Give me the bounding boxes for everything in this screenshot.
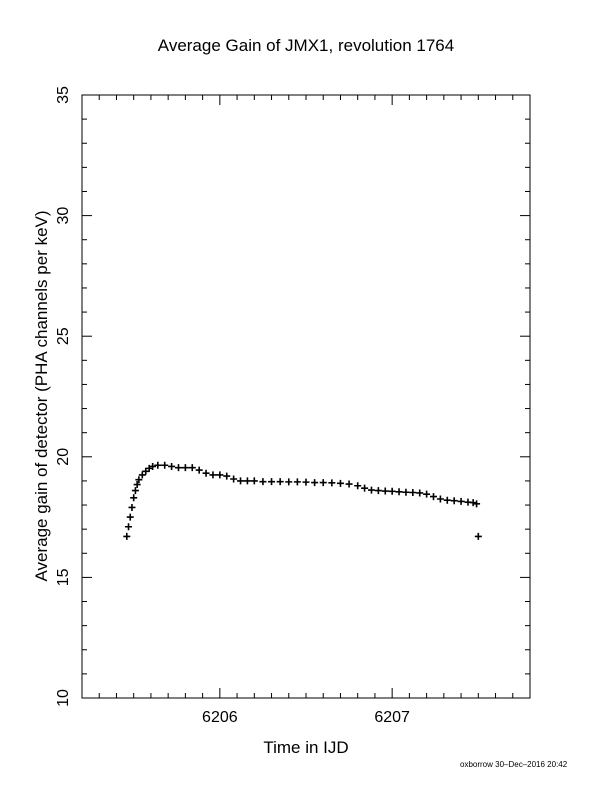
x-axis-label: Time in IJD bbox=[263, 738, 349, 757]
data-point bbox=[135, 476, 143, 484]
data-point bbox=[250, 477, 258, 485]
data-point bbox=[154, 461, 162, 469]
data-point bbox=[361, 484, 369, 492]
y-tick-label: 10 bbox=[55, 689, 72, 707]
data-point bbox=[367, 486, 375, 494]
data-point bbox=[237, 477, 245, 485]
y-axis-label: Average gain of detector (PHA channels p… bbox=[32, 210, 51, 582]
data-point bbox=[168, 462, 176, 470]
footer-stamp: oxborrow 30–Dec–2016 20:42 bbox=[460, 760, 568, 769]
data-point bbox=[209, 471, 217, 479]
data-point bbox=[469, 499, 477, 507]
data-point bbox=[202, 469, 210, 477]
data-point bbox=[457, 497, 465, 505]
data-point bbox=[276, 478, 284, 486]
plot-frame bbox=[81, 94, 531, 699]
data-point bbox=[126, 513, 134, 521]
data-point bbox=[430, 493, 438, 501]
data-point bbox=[128, 503, 136, 511]
data-point bbox=[302, 478, 310, 486]
data-point bbox=[354, 482, 362, 490]
data-point bbox=[125, 523, 133, 531]
data-point bbox=[336, 479, 344, 487]
x-tick-label: 6207 bbox=[374, 709, 410, 726]
y-tick-label: 25 bbox=[55, 327, 72, 345]
data-point bbox=[243, 477, 251, 485]
data-point bbox=[174, 464, 182, 472]
data-point bbox=[381, 487, 389, 495]
data-point bbox=[409, 488, 417, 496]
data-point bbox=[138, 471, 146, 479]
data-point bbox=[285, 478, 293, 486]
y-tick-label: 30 bbox=[55, 207, 72, 225]
data-point bbox=[395, 488, 403, 496]
data-point bbox=[423, 490, 431, 498]
data-point bbox=[474, 532, 482, 540]
data-point bbox=[443, 496, 451, 504]
data-point bbox=[149, 462, 157, 470]
data-point bbox=[416, 489, 424, 497]
data-point bbox=[268, 478, 276, 486]
y-tick-label: 15 bbox=[55, 568, 72, 586]
data-point bbox=[123, 532, 131, 540]
x-tick-label: 6206 bbox=[202, 709, 238, 726]
data-point bbox=[230, 475, 238, 483]
y-tick-label: 20 bbox=[55, 448, 72, 466]
data-point bbox=[195, 466, 203, 474]
data-point bbox=[216, 471, 224, 479]
data-point bbox=[311, 479, 319, 487]
data-point bbox=[473, 500, 481, 508]
data-point bbox=[450, 497, 458, 505]
data-point bbox=[133, 481, 141, 489]
data-point bbox=[328, 479, 336, 487]
data-point bbox=[319, 479, 327, 487]
data-point bbox=[259, 478, 267, 486]
data-point bbox=[130, 494, 138, 502]
data-point bbox=[436, 495, 444, 503]
data-point bbox=[223, 472, 231, 480]
data-point bbox=[161, 461, 169, 469]
data-point bbox=[131, 487, 139, 495]
data-point bbox=[181, 464, 189, 472]
data-point bbox=[188, 464, 196, 472]
data-point bbox=[402, 488, 410, 496]
data-point bbox=[374, 487, 382, 495]
data-point bbox=[345, 480, 353, 488]
chart-title: Average Gain of JMX1, revolution 1764 bbox=[157, 36, 455, 55]
y-tick-label: 35 bbox=[55, 86, 72, 104]
data-point bbox=[293, 478, 301, 486]
data-point bbox=[388, 487, 396, 495]
